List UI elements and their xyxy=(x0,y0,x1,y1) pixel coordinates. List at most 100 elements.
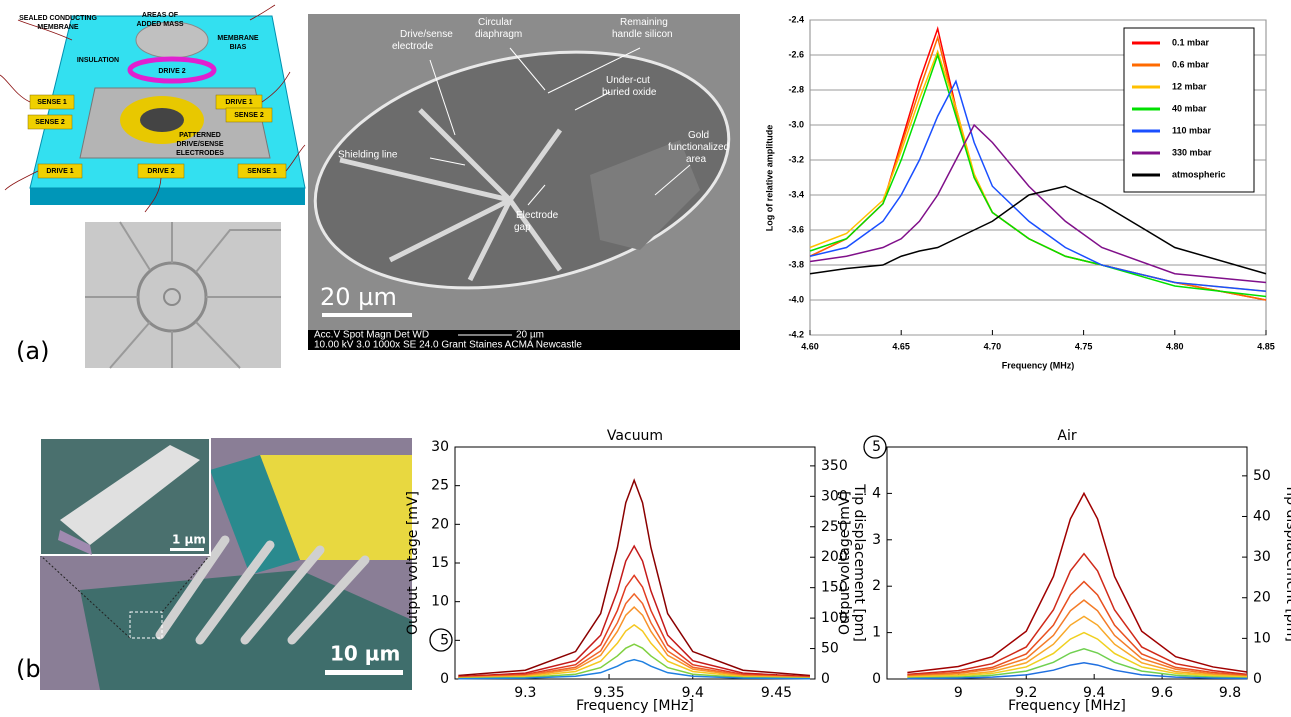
sem-annotation: Remaining handle silicon xyxy=(612,17,673,40)
slab-side xyxy=(30,188,305,205)
y-tick-label: -3.0 xyxy=(788,119,804,129)
micrograph-feature xyxy=(163,288,181,306)
line xyxy=(458,574,811,678)
x-tick-label: 9.8 xyxy=(1219,685,1241,701)
line xyxy=(907,491,1248,674)
highlight-circle xyxy=(429,628,453,652)
y-axis-label: Log of relative amplitude xyxy=(764,125,774,232)
sem-info-bar xyxy=(308,330,740,350)
schematic-label: DRIVE 1 xyxy=(46,168,73,175)
pads xyxy=(27,94,287,179)
chart-title: Air xyxy=(1057,428,1076,444)
inset-scale-label: 1 µm xyxy=(172,533,206,547)
plot-area xyxy=(454,446,816,680)
sem-annotations: Drive/sense electrode Circular diaphragm R… xyxy=(338,17,729,233)
x-tick-label: 9.4 xyxy=(682,685,704,701)
plot-area xyxy=(886,446,1248,680)
micrograph-traces xyxy=(85,221,281,369)
line xyxy=(809,79,1267,292)
y2-axis-label: Tip displacement [pm] xyxy=(851,483,867,642)
y-tick-label: -3.6 xyxy=(788,224,804,234)
x-tick-label: 9.6 xyxy=(1151,685,1173,701)
schematic-label: SENSE 1 xyxy=(37,99,67,106)
sem-annotation: Shielding line xyxy=(338,150,398,161)
schematic-label: SENSE 1 xyxy=(247,168,277,175)
y-tick-label: -2.4 xyxy=(788,14,804,24)
y-tick-label: -3.2 xyxy=(788,154,804,164)
micrograph xyxy=(85,221,281,369)
line xyxy=(907,552,1248,676)
y-tick-label: 25 xyxy=(431,478,449,494)
y-tick-label: 0 xyxy=(440,671,449,687)
line xyxy=(809,185,1267,275)
y-tick-label: 30 xyxy=(431,439,449,455)
zoom-line xyxy=(161,554,211,613)
y2-tick-label: 50 xyxy=(1253,468,1271,484)
legend-label: 0.6 mbar xyxy=(1172,59,1210,69)
sem-annotation: Under-cut buried oxide xyxy=(602,75,657,98)
y-tick-label: -3.8 xyxy=(788,259,804,269)
x-tick-label: 9.4 xyxy=(1083,685,1105,701)
x-tick-label: 4.65 xyxy=(892,341,910,351)
schematic-label: DRIVE 2 xyxy=(158,68,185,75)
panel-label: (a) xyxy=(16,337,49,365)
chart-title: Vacuum xyxy=(607,428,663,444)
legend-label: 0.1 mbar xyxy=(1172,37,1210,47)
legend-label: 110 mbar xyxy=(1172,125,1212,135)
line xyxy=(458,623,810,679)
y2-tick-label: 350 xyxy=(821,458,848,474)
schematic-label: SENSE 2 xyxy=(234,112,264,119)
sem-info: Acc.V Spot Magn Det WD xyxy=(314,330,429,341)
legend-label: 12 mbar xyxy=(1172,81,1207,91)
x-tick-label: 4.70 xyxy=(984,341,1002,351)
y2-tick-label: 200 xyxy=(821,549,848,565)
y-tick-label: -4.0 xyxy=(788,294,804,304)
y-tick-label: -4.2 xyxy=(788,329,804,339)
y2-tick-label: 20 xyxy=(1253,590,1271,606)
sem-pointers xyxy=(429,47,691,206)
cantilever-image: 1 µm 10 µm xyxy=(39,437,412,690)
y-tick-label: 4 xyxy=(872,485,881,501)
insulation-ring xyxy=(127,56,217,84)
y2-tick-label: 10 xyxy=(1253,630,1271,646)
x-tick-label: 9.45 xyxy=(761,685,792,701)
cantilever-electrode xyxy=(260,455,412,560)
sem-annotation: Circular diaphragm xyxy=(475,17,522,40)
y-tick-label: -2.6 xyxy=(788,49,804,59)
y2-axis-label: Tip displacement [pm] xyxy=(1283,483,1291,642)
line xyxy=(907,631,1248,678)
electrode-center xyxy=(140,108,184,132)
cantilevers xyxy=(155,535,370,645)
y2-tick-label: 0 xyxy=(1253,671,1262,687)
y2-tick-label: 250 xyxy=(821,519,848,535)
line xyxy=(458,606,810,679)
line xyxy=(809,123,1267,284)
y2-tick-label: 0 xyxy=(821,671,830,687)
sem-electrodes xyxy=(339,108,563,282)
sem-info: 10.00 kV 3.0 1000x SE 24.0 Grant Staines… xyxy=(314,340,582,351)
line xyxy=(907,661,1248,680)
x-tick-label: 9 xyxy=(954,685,963,701)
schematic-label: MEMBRANE BIAS xyxy=(217,35,259,51)
y-tick-label: -2.8 xyxy=(788,84,804,94)
line xyxy=(458,592,811,679)
y-axis-label: Output voltage [mV] xyxy=(405,491,421,635)
sem-annotation: Drive/sense electrode xyxy=(392,29,453,52)
line xyxy=(458,643,810,680)
y-tick-label: 5 xyxy=(872,439,881,455)
y2-tick-label: 50 xyxy=(821,641,839,657)
sem-annotation: Electrode gap xyxy=(514,210,559,233)
cantilever-base xyxy=(210,455,300,575)
sem-scale-bar-label: 20 µm xyxy=(320,283,397,311)
legend-label: 40 mbar xyxy=(1172,103,1207,113)
inset-scale-bar xyxy=(170,548,204,551)
y-tick-label: 15 xyxy=(431,555,449,571)
chart: -4.2 -4.0 -3.8 -3.6 -3.4 -3.2 -3.0 -2.8 -2.6 -2.4… xyxy=(764,14,1274,370)
x-tick-label: 9.3 xyxy=(514,685,536,701)
line xyxy=(907,615,1248,678)
x-axis-label: Frequency [MHz] xyxy=(576,698,694,713)
line xyxy=(458,478,811,677)
zoom-line xyxy=(39,554,131,639)
scale-bar-label: 10 µm xyxy=(330,642,400,666)
